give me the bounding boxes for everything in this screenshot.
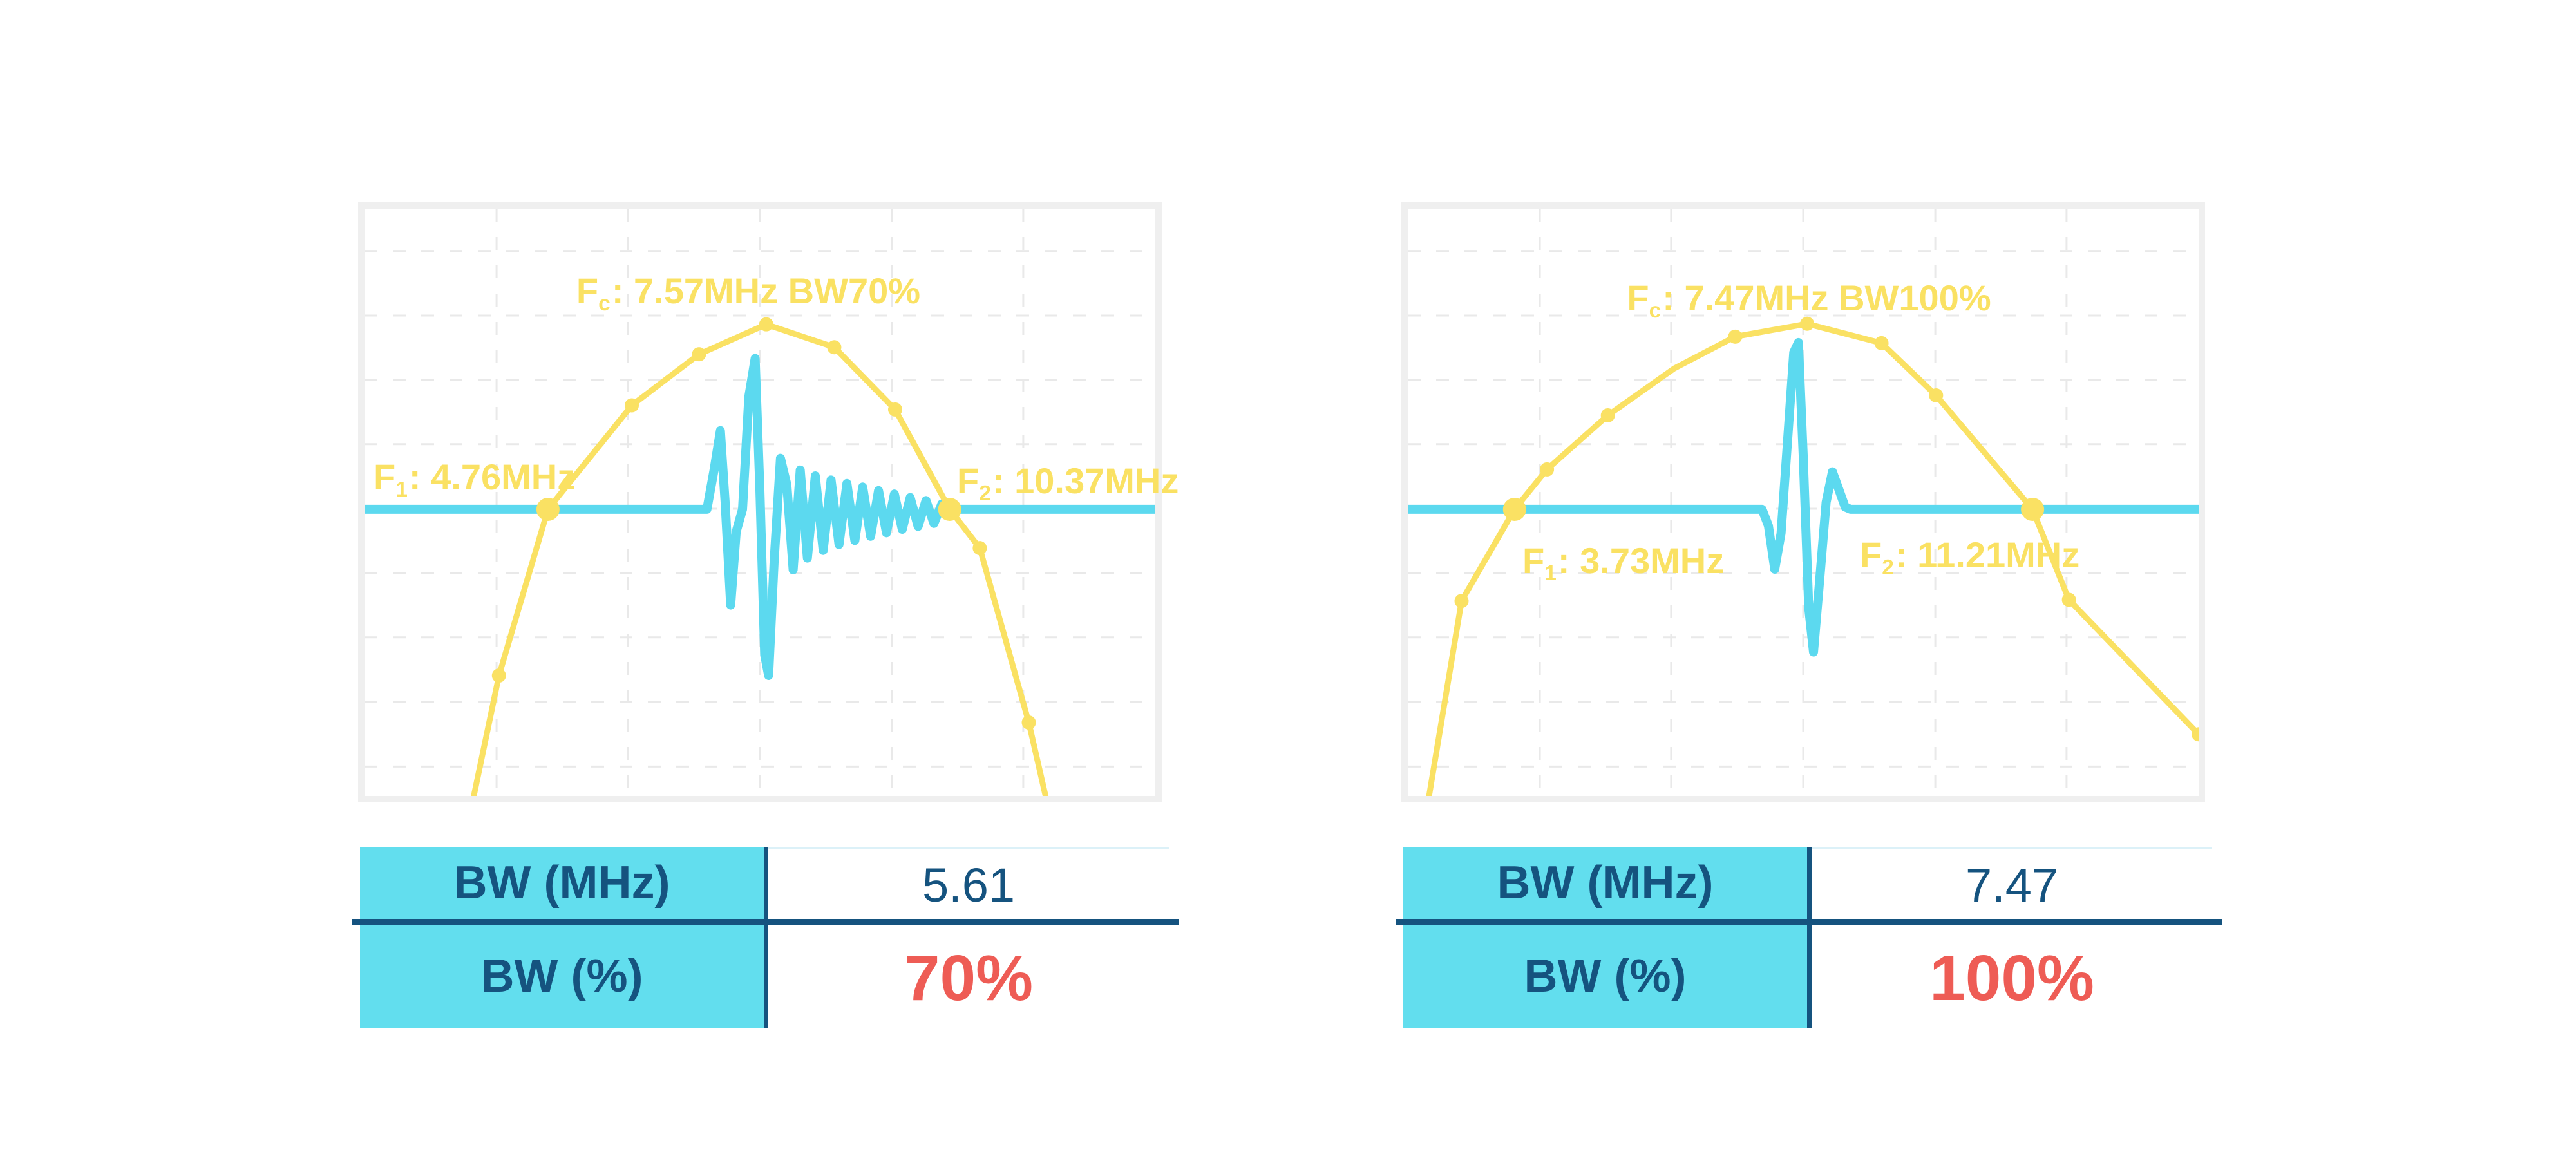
spectrum-point (972, 541, 987, 556)
spectrum-point (1600, 408, 1615, 423)
spectrum-point (625, 398, 639, 413)
table-header-bw-mhz: BW (MHz) (1403, 847, 1807, 919)
f1-subscript: 1 (395, 477, 408, 502)
table-header-bw-pct: BW (%) (360, 925, 764, 1028)
spectrum-point (759, 317, 773, 332)
spectrum-point (1728, 329, 1743, 344)
f2-value-text: : 10.37MHz (992, 460, 1179, 501)
spectrum-curve (471, 321, 1049, 796)
table-header-bw-mhz: BW (MHz) (360, 847, 764, 919)
f1-subscript: 1 (1544, 561, 1557, 585)
bandwidth-edge-point (938, 497, 961, 521)
spectrum-point (887, 402, 902, 417)
fc-subscript: c (598, 291, 611, 316)
f1-value-text: : 3.73MHz (1557, 540, 1725, 581)
pulse-waveform (365, 354, 1155, 680)
f1-symbol: F (374, 456, 396, 497)
f1-label: F1: 4.76MHz (374, 459, 575, 500)
table-horizontal-divider (352, 919, 1179, 925)
bw-mhz-value: 5.61 (922, 858, 1016, 912)
f2-subscript: 2 (1882, 555, 1894, 580)
spectrum-point (491, 668, 506, 683)
f2-value-text: : 11.21MHz (1895, 534, 2080, 575)
bandwidth-edge-point (536, 497, 560, 521)
fc-value-text: : 7.57MHz BW70% (611, 270, 921, 311)
spectrum-point (1540, 462, 1555, 477)
table-vertical-divider (764, 847, 768, 1028)
table-value-bw-mhz: 5.61 (768, 849, 1169, 921)
spectrum-point (2192, 727, 2199, 742)
table-value-column: 7.47 100% (1812, 847, 2212, 1028)
chart-group-bw100: Fc: 7.47MHz BW100% F1: 3.73MHz F2: 11.21… (1396, 0, 2232, 1154)
f2-subscript: 2 (979, 481, 991, 506)
table-value-bw-pct: 100% (1812, 927, 2212, 1030)
fc-subscript: c (1649, 298, 1662, 323)
table-value-bw-pct: 70% (768, 927, 1169, 1030)
center-frequency-label: Fc: 7.47MHz BW100% (1627, 277, 1991, 323)
table-header-column: BW (MHz) BW (%) (1403, 847, 1807, 1028)
table-value-bw-mhz: 7.47 (1812, 849, 2212, 921)
f2-label: F2: 11.21MHz (1860, 534, 2080, 580)
bw-pct-label: BW (%) (480, 951, 643, 1002)
f1-symbol: F (1522, 540, 1545, 581)
spectrum-pulse-plot (365, 209, 1155, 796)
bw-mhz-value: 7.47 (1965, 858, 2059, 912)
table-value-column: 5.61 70% (768, 847, 1169, 1028)
fc-symbol: F (1627, 277, 1649, 318)
spectrum-point (1454, 594, 1469, 609)
spectrum-point (1874, 336, 1889, 350)
f2-symbol: F (957, 460, 980, 501)
bw-pct-value: 100% (1929, 941, 2094, 1014)
f2-symbol: F (1860, 534, 1882, 575)
pulse-waveform (1408, 337, 2199, 657)
plot-bw70: Fc: 7.57MHz BW70% F1: 4.76MHz F2: 10.37M… (358, 202, 1179, 802)
spectrum-point (1800, 316, 1815, 331)
bandwidth-table: BW (MHz) BW (%) 7.47 100% (1396, 847, 2228, 1028)
bandwidth-edge-point (1502, 497, 1526, 521)
bw-mhz-label: BW (MHz) (1497, 857, 1714, 909)
f1-value-text: : 4.76MHz (408, 456, 576, 497)
table-header-column: BW (MHz) BW (%) (360, 847, 764, 1028)
bandwidth-edge-point (2021, 497, 2045, 521)
f2-label: F2: 10.37MHz (957, 460, 1179, 506)
table-horizontal-divider (1396, 919, 2222, 925)
fc-symbol: F (576, 270, 599, 311)
chart-group-bw70: Fc: 7.57MHz BW70% F1: 4.76MHz F2: 10.37M… (352, 0, 1189, 1154)
bw-pct-label: BW (%) (1524, 951, 1687, 1002)
bw-mhz-label: BW (MHz) (453, 857, 670, 909)
center-frequency-label: Fc: 7.57MHz BW70% (576, 270, 921, 316)
plot-bw100: Fc: 7.47MHz BW100% F1: 3.73MHz F2: 11.21… (1401, 202, 2205, 802)
spectrum-point (692, 347, 706, 362)
f1-label: F1: 3.73MHz (1522, 540, 1725, 585)
spectrum-pulse-plot (1408, 209, 2199, 796)
table-vertical-divider (1807, 847, 1812, 1028)
fc-value-text: : 7.47MHz BW100% (1662, 277, 1991, 318)
bw-pct-value: 70% (904, 941, 1034, 1014)
spectrum-point (827, 340, 842, 355)
spectrum-point (1021, 715, 1036, 730)
spectrum-point (2061, 592, 2076, 607)
table-header-bw-pct: BW (%) (1403, 925, 1807, 1028)
bandwidth-table: BW (MHz) BW (%) 5.61 70% (352, 847, 1184, 1028)
spectrum-point (1929, 388, 1944, 403)
